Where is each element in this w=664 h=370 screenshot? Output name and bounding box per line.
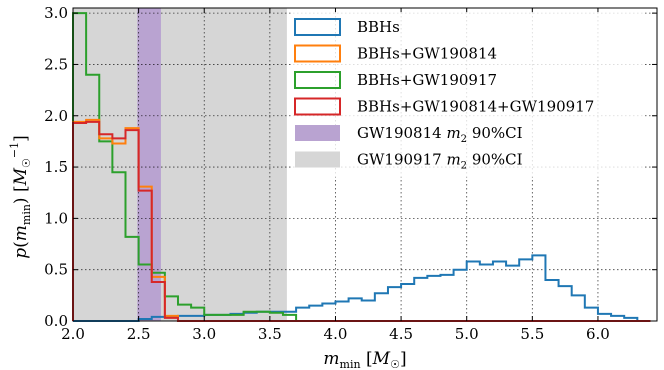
legend-label: GW190917 m2 90%CI bbox=[357, 151, 523, 172]
x-tick-label: 2.0 bbox=[61, 325, 85, 343]
x-tick-label: 5.5 bbox=[520, 325, 544, 343]
x-tick-label: 3.0 bbox=[192, 325, 216, 343]
x-tick-label: 5.0 bbox=[455, 325, 479, 343]
x-tick-label: 4.5 bbox=[389, 325, 413, 343]
y-tick-label: 0.0 bbox=[44, 312, 68, 330]
y-tick-label: 1.0 bbox=[44, 209, 68, 227]
legend: BBHs BBHs+GW190814 BBHs+GW190917 BBHs+GW190… bbox=[291, 12, 643, 177]
legend-background bbox=[291, 12, 643, 177]
legend-swatch bbox=[294, 44, 341, 63]
gw190814-ci-band bbox=[137, 8, 161, 321]
x-tick-label: 4.0 bbox=[324, 325, 348, 343]
y-tick-label: 2.0 bbox=[44, 107, 68, 125]
legend-swatch bbox=[294, 18, 341, 36]
gw190917-ci-band bbox=[73, 8, 287, 321]
legend-swatch bbox=[294, 71, 341, 89]
plot-frame bbox=[72, 7, 658, 322]
y-tick-label: 1.5 bbox=[44, 158, 68, 176]
x-tick-label: 2.5 bbox=[127, 325, 151, 343]
y-tick-label: 0.5 bbox=[44, 261, 68, 279]
legend-label: BBHs+GW190814 bbox=[357, 45, 497, 63]
y-tick-label: 3.0 bbox=[44, 4, 68, 22]
y-tick-label: 2.5 bbox=[44, 55, 68, 73]
axis-ticks: 2.0 2.5 3.0 3.5 4.0 4.5 5.0 5.5 6.0 0.0 0.5 1.0 1.5 2… bbox=[44, 4, 657, 343]
ci-bands bbox=[73, 8, 287, 321]
series-bbhs bbox=[73, 254, 651, 322]
x-tick-label: 6.0 bbox=[586, 325, 610, 343]
legend-swatch bbox=[295, 125, 340, 141]
y-axis-label: p(mmin) [M☉−1] bbox=[8, 135, 33, 259]
legend-label: BBHs bbox=[357, 18, 400, 36]
x-tick-label: 3.5 bbox=[258, 325, 282, 343]
legend-label: GW190814 m2 90%CI bbox=[357, 124, 523, 145]
legend-label: BBHs+GW190917 bbox=[357, 71, 497, 89]
legend-label: BBHs+GW190814+GW190917 bbox=[357, 98, 594, 116]
legend-swatch bbox=[295, 151, 340, 168]
legend-swatch bbox=[294, 97, 341, 116]
x-axis-label: mmin [M☉] bbox=[323, 349, 406, 370]
